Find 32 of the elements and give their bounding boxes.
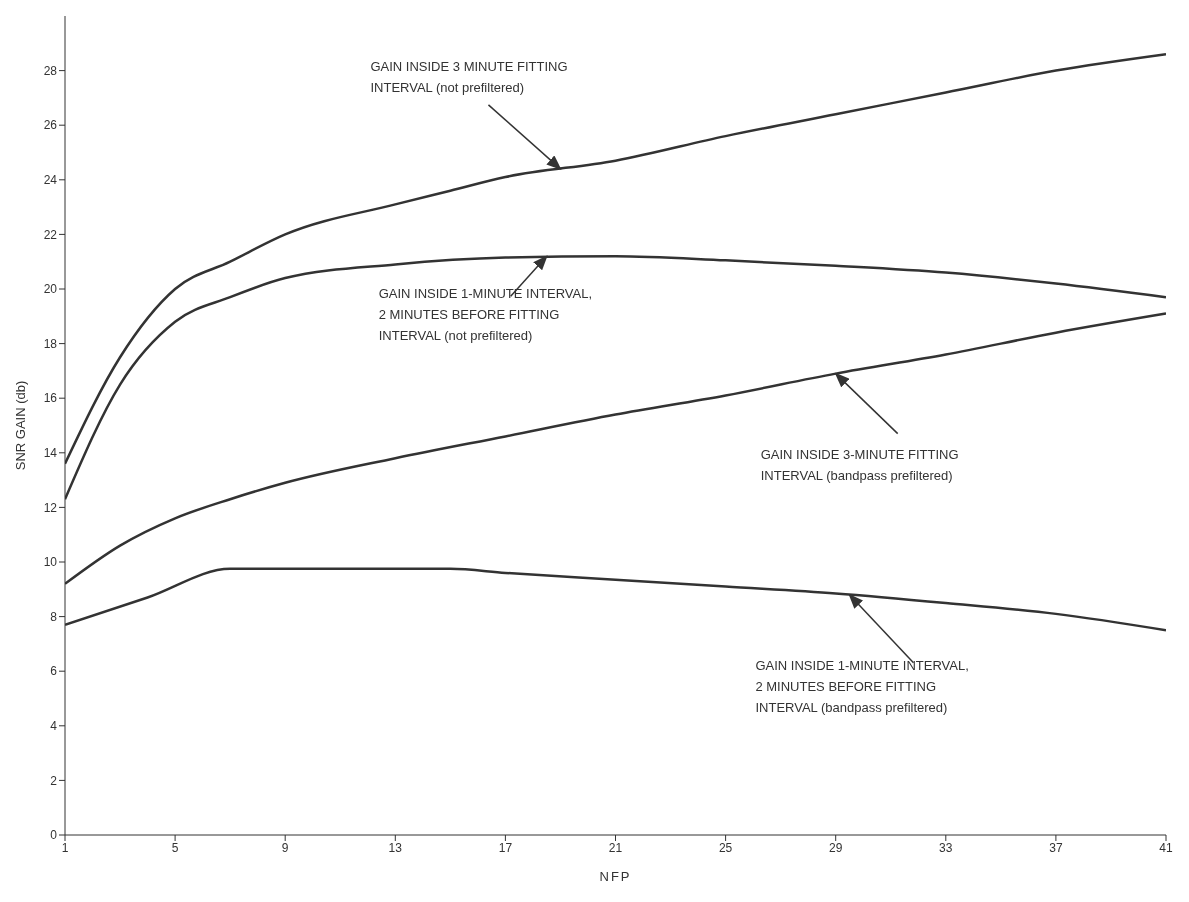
y-axis-title: SNR GAIN (db) <box>12 380 28 471</box>
y-tick-label: 16 <box>43 391 58 406</box>
y-tick-label: 14 <box>43 446 58 461</box>
annotation: GAIN INSIDE 1-MINUTE INTERVAL, 2 MINUTES BEFORE FITTING INTERVAL (bandpass prefiltered) <box>755 657 969 715</box>
y-tick-label: 26 <box>43 118 58 133</box>
annotation: GAIN INSIDE 3-MINUTE FITTING INTERVAL (bandpass prefiltered) <box>760 446 959 483</box>
y-tick-label: 20 <box>43 282 58 297</box>
annotation: GAIN INSIDE 3 MINUTE FITTING INTERVAL (not prefiltered) <box>370 58 568 95</box>
y-tick-label: 8 <box>50 609 58 624</box>
y-tick-label: 22 <box>43 227 58 242</box>
x-axis-title: NFP <box>599 869 632 884</box>
x-tick-label: 5 <box>171 840 179 855</box>
y-tick-label: 24 <box>43 173 58 188</box>
x-tick-label: 21 <box>608 840 623 855</box>
x-tick-label: 37 <box>1049 840 1063 855</box>
y-tick-label: 6 <box>50 664 58 679</box>
y-tick-label: 28 <box>43 63 58 78</box>
x-tick-label: 33 <box>939 840 953 855</box>
y-tick-label: 4 <box>50 719 58 734</box>
annotation: GAIN INSIDE 1-MINUTE INTERVAL, 2 MINUTES BEFORE FITTING INTERVAL (not prefiltered) <box>378 286 593 344</box>
y-tick-label: 10 <box>43 555 58 570</box>
y-tick-label: 0 <box>50 828 58 843</box>
x-tick-label: 17 <box>498 840 513 855</box>
x-tick-label: 9 <box>281 840 289 855</box>
x-tick-label: 25 <box>718 840 733 855</box>
x-tick-label: 1 <box>61 840 69 855</box>
x-tick-label: 29 <box>829 840 843 855</box>
x-tick-label: 41 <box>1159 840 1173 855</box>
x-tick-label: 13 <box>388 840 403 855</box>
y-tick-label: 2 <box>50 773 58 788</box>
y-tick-label: 12 <box>43 500 58 515</box>
y-tick-label: 18 <box>43 336 58 351</box>
